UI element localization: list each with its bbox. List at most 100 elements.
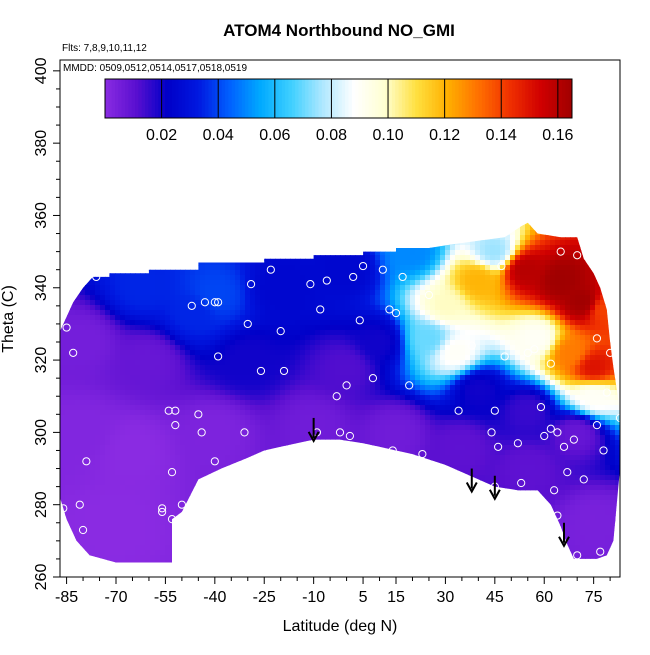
heat-cell [245, 245, 251, 251]
heat-cell [250, 465, 256, 471]
heat-cell [245, 550, 251, 556]
heat-cell [215, 390, 221, 396]
heat-cell [250, 440, 256, 446]
heat-cell [135, 540, 141, 546]
heat-cell [75, 340, 81, 346]
heat-cell [255, 535, 261, 541]
heat-cell [225, 230, 231, 236]
heat-cell [295, 540, 301, 546]
heat-cell [110, 540, 116, 546]
heat-cell [230, 470, 236, 476]
heat-cell [220, 175, 226, 181]
heat-cell [130, 320, 136, 326]
heat-cell [60, 465, 66, 471]
heat-cell [85, 485, 91, 491]
heat-cell [295, 60, 301, 66]
heat-cell [180, 355, 186, 361]
heat-cell [235, 275, 241, 281]
heat-cell [285, 275, 291, 281]
heat-cell [185, 320, 191, 326]
heat-cell [65, 110, 71, 116]
heat-cell [145, 120, 151, 126]
heat-cell [275, 70, 281, 76]
heat-cell [295, 150, 301, 156]
heat-cell [295, 260, 301, 266]
heat-cell [290, 260, 296, 266]
heat-cell [165, 170, 171, 176]
heat-cell [140, 410, 146, 416]
heat-cell [85, 480, 91, 486]
heat-cell [130, 225, 136, 231]
heat-cell [210, 430, 216, 436]
heat-cell [130, 335, 136, 341]
heat-cell [290, 180, 296, 186]
heat-cell [265, 405, 271, 411]
heat-cell [290, 415, 296, 421]
heat-cell [75, 270, 81, 276]
heat-cell [225, 225, 231, 231]
heat-cell [175, 535, 181, 541]
heat-cell [95, 210, 101, 216]
heat-cell [265, 240, 271, 246]
heat-cell [75, 515, 81, 521]
heat-cell [100, 140, 106, 146]
heat-cell [275, 335, 281, 341]
heat-cell [290, 222, 296, 226]
heat-cell [145, 465, 151, 471]
heat-cell [125, 222, 131, 226]
heat-cell [125, 540, 131, 546]
heat-cell [200, 565, 206, 571]
heat-cell [200, 520, 206, 526]
heat-cell [60, 480, 66, 486]
heat-cell [190, 355, 196, 361]
heat-cell [195, 505, 201, 511]
heat-cell [245, 485, 251, 491]
heat-cell [85, 90, 91, 96]
heat-cell [155, 330, 161, 336]
heat-cell [295, 550, 301, 556]
heat-cell [80, 340, 86, 346]
heat-cell [95, 245, 101, 251]
heat-cell [190, 285, 196, 291]
heat-cell [240, 165, 246, 171]
heat-cell [245, 310, 251, 316]
heat-cell [90, 375, 96, 381]
heat-cell [165, 540, 171, 546]
heat-cell [70, 480, 76, 486]
heat-cell [170, 565, 176, 571]
heat-cell [130, 480, 136, 486]
heat-cell [270, 535, 276, 541]
heat-cell [115, 295, 121, 301]
heat-cell [75, 190, 81, 196]
heat-cell [165, 470, 171, 476]
heat-cell [155, 540, 161, 546]
heat-cell [100, 270, 106, 276]
heat-cell [175, 400, 181, 406]
heat-cell [85, 545, 91, 551]
heat-cell [100, 470, 106, 476]
heat-cell [140, 395, 146, 401]
heat-cell [155, 400, 161, 406]
heat-cell [270, 60, 276, 66]
heat-cell [170, 505, 176, 511]
heat-cell [255, 360, 261, 366]
heat-cell [70, 195, 76, 201]
heat-cell [205, 415, 211, 421]
heat-cell [230, 245, 236, 251]
heat-cell [235, 330, 241, 336]
heat-cell [75, 550, 81, 556]
heat-cell [80, 385, 86, 391]
heat-cell [285, 180, 291, 186]
heat-cell [220, 370, 226, 376]
heat-cell [85, 275, 91, 281]
heat-cell [190, 205, 196, 211]
heat-cell [95, 190, 101, 196]
heat-cell [115, 440, 121, 446]
heat-cell [125, 185, 131, 191]
heat-cell [220, 315, 226, 321]
heat-cell [285, 395, 291, 401]
heat-cell [130, 180, 136, 186]
heat-cell [215, 420, 221, 426]
heat-cell [200, 170, 206, 176]
heat-cell [170, 235, 176, 241]
